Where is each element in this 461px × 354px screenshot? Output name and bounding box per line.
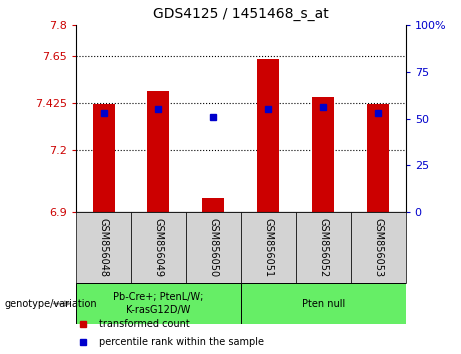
Bar (351, 212, 406, 283)
Bar (312, 97, 334, 212)
Bar (202, 198, 225, 212)
Text: GSM856052: GSM856052 (318, 218, 328, 278)
Text: Pb-Cre+; PtenL/W;
K-rasG12D/W: Pb-Cre+; PtenL/W; K-rasG12D/W (113, 292, 204, 315)
Bar (76, 212, 131, 283)
Bar (241, 283, 406, 324)
Text: GSM856049: GSM856049 (154, 218, 164, 277)
Bar (76, 283, 241, 324)
Bar (148, 91, 170, 212)
Text: GSM856051: GSM856051 (263, 218, 273, 278)
Bar (131, 212, 186, 283)
Text: transformed count: transformed count (99, 319, 190, 329)
Bar (367, 104, 389, 212)
Text: genotype/variation: genotype/variation (5, 298, 97, 309)
Text: GSM856048: GSM856048 (99, 218, 108, 277)
Bar (257, 59, 279, 212)
Bar (186, 212, 241, 283)
Bar (296, 212, 351, 283)
Text: Pten null: Pten null (301, 298, 345, 309)
Title: GDS4125 / 1451468_s_at: GDS4125 / 1451468_s_at (153, 7, 329, 21)
Bar (241, 212, 296, 283)
Bar (93, 104, 114, 212)
Text: percentile rank within the sample: percentile rank within the sample (99, 337, 264, 347)
Text: GSM856053: GSM856053 (373, 218, 383, 278)
Text: GSM856050: GSM856050 (208, 218, 219, 278)
